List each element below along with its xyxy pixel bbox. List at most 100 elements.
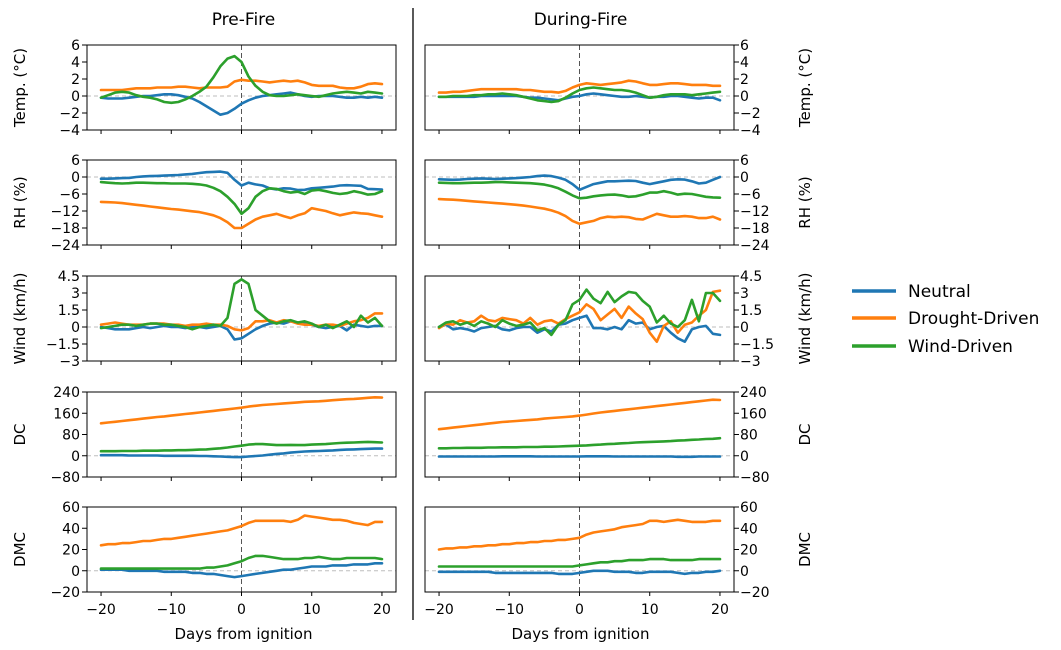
series-line-wind-driven (437, 288, 722, 337)
y-axis-label: RH (%) (11, 176, 29, 228)
y-tick-label: −3 (59, 354, 80, 370)
y-tick-label: 4 (740, 55, 749, 71)
series-line-drought-driven (437, 79, 722, 94)
y-tick-label: 2 (71, 72, 80, 88)
y-tick-label: 0 (71, 564, 80, 580)
y-tick-label: 20 (740, 543, 758, 559)
y-tick-label: −3 (740, 354, 761, 370)
y-tick-label: 3 (740, 286, 749, 302)
series-line-neutral (99, 170, 384, 192)
y-tick-label: 4.5 (740, 269, 762, 285)
y-tick-label: 240 (740, 385, 767, 401)
y-tick-label: −18 (740, 221, 770, 237)
series-line-neutral (437, 92, 722, 102)
column-title-pre-fire: Pre-Fire (212, 10, 276, 30)
x-tick-label: −10 (494, 602, 524, 618)
y-tick-label: 0 (740, 320, 749, 336)
y-tick-label: 0 (71, 89, 80, 105)
series-line-neutral (437, 314, 722, 344)
y-tick-label: 6 (740, 153, 749, 169)
x-axis-label-during-fire: Days from ignition (512, 625, 650, 643)
panel-pre-fire-wind-km-h: −3−1.501.534.5 Wind (km/h) (11, 269, 397, 370)
y-tick-label: −6 (740, 187, 761, 203)
series-line-wind-driven (437, 86, 722, 104)
series-line-neutral (99, 447, 384, 459)
y-tick-label: 0 (71, 320, 80, 336)
y-tick-label: 0 (740, 564, 749, 580)
series-line-neutral (437, 454, 722, 459)
series-line-wind-driven (99, 554, 384, 570)
panel-during-fire-wind-km-h: −3−1.501.534.5 Wind (km/h) (424, 269, 814, 370)
y-tick-label: 0 (71, 170, 80, 186)
series-line-neutral (99, 91, 384, 116)
y-tick-label: −1.5 (46, 337, 80, 353)
x-tick-label: −20 (424, 602, 454, 618)
y-tick-label: 0 (740, 170, 749, 186)
y-tick-label: −24 (50, 238, 80, 254)
y-tick-label: 240 (53, 385, 80, 401)
series-line-wind-driven (437, 180, 722, 200)
series-line-wind-driven (99, 54, 384, 105)
y-tick-label: 60 (740, 500, 758, 516)
x-tick-label: −10 (156, 602, 186, 618)
y-tick-label: 0 (740, 89, 749, 105)
panel-pre-fire-dmc: −20 0 20 40 60 DMC −20 −10 0 10 20 (11, 500, 397, 618)
x-axis-label-pre-fire: Days from ignition (175, 625, 313, 643)
series-line-drought-driven (99, 395, 384, 425)
x-tick-label: 20 (373, 602, 391, 618)
panel-during-fire-dmc: −20 0 20 40 60 DMC −20 −10 0 10 20 (424, 500, 814, 618)
y-axis-label: Temp. (°C) (11, 48, 29, 128)
y-tick-label: 2 (740, 72, 749, 88)
x-tick-label: 10 (641, 602, 659, 618)
series-line-wind-driven (437, 436, 722, 450)
x-tick-label: 20 (711, 602, 729, 618)
panel-during-fire-dc: −80 0 80 160 240 DC (424, 385, 814, 486)
y-tick-label: 20 (62, 543, 80, 559)
y-tick-label: −1.5 (740, 337, 774, 353)
y-tick-label: 1.5 (740, 303, 762, 319)
y-tick-label: 40 (62, 521, 80, 537)
x-tick-label: 0 (237, 602, 246, 618)
panel-during-fire-rh: −24−18−12−606 RH (%) (424, 153, 814, 254)
series-line-neutral (99, 561, 384, 579)
y-tick-label: 3 (71, 286, 80, 302)
y-axis-label: DC (11, 423, 29, 445)
legend-label-wind-driven: Wind-Driven (908, 337, 1013, 357)
y-tick-label: 60 (62, 500, 80, 516)
y-tick-label: −4 (59, 123, 80, 139)
series-line-wind-driven (99, 440, 384, 453)
y-axis-label: DC (796, 423, 814, 445)
y-axis-label: DMC (11, 532, 29, 567)
series-line-neutral (437, 569, 722, 576)
y-axis-label: Wind (km/h) (11, 272, 29, 364)
y-tick-label: −2 (740, 106, 761, 122)
series-line-wind-driven (99, 180, 384, 216)
y-tick-label: 6 (71, 153, 80, 169)
y-tick-label: 160 (740, 406, 767, 422)
series-line-drought-driven (99, 514, 384, 547)
y-tick-label: 4 (71, 55, 80, 71)
legend-label-neutral: Neutral (908, 282, 971, 302)
legend-label-drought-driven: Drought-Driven (908, 309, 1039, 329)
y-tick-label: −12 (50, 204, 80, 220)
y-axis-label: RH (%) (796, 176, 814, 228)
panel-pre-fire-rh: −24−18−12−606 RH (%) (11, 153, 397, 254)
y-tick-label: −12 (740, 204, 770, 220)
y-tick-label: −18 (50, 221, 80, 237)
y-tick-label: −24 (740, 238, 770, 254)
y-tick-label: 80 (62, 428, 80, 444)
y-tick-label: 6 (71, 38, 80, 54)
series-line-drought-driven (99, 200, 384, 230)
y-tick-label: −2 (59, 106, 80, 122)
series-line-drought-driven (437, 518, 722, 551)
y-tick-label: 160 (53, 406, 80, 422)
legend: Neutral Drought-Driven Wind-Driven (852, 282, 1039, 357)
y-tick-label: 80 (740, 428, 758, 444)
y-axis-label: DMC (796, 532, 814, 567)
x-tick-label: −20 (86, 602, 116, 618)
y-tick-label: 4.5 (58, 269, 80, 285)
y-axis-label: Wind (km/h) (796, 272, 814, 364)
